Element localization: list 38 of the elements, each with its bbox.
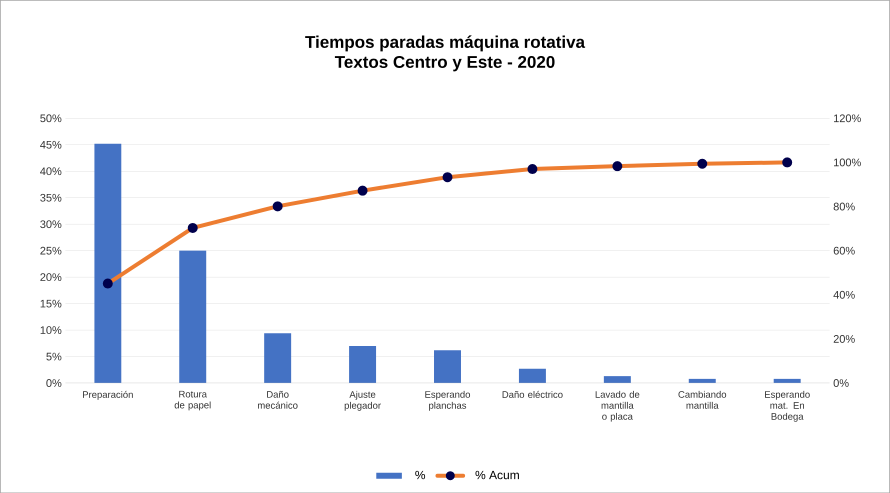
chart-title: Tiempos paradas máquina rotativa <box>305 35 586 52</box>
x-tick-label: Rotura de papel <box>174 390 211 410</box>
y-tick-label: 45% <box>40 140 62 148</box>
y2-tick-label: 0% <box>834 379 849 387</box>
y2-tick-label: 40% <box>833 290 855 299</box>
x-tick-label: Preparación <box>83 390 133 400</box>
x-tick-label: Daño eléctrico <box>502 390 563 398</box>
bar <box>434 350 461 383</box>
x-tick-label: Lavado de mantilla o placa <box>596 390 640 422</box>
bar <box>518 368 546 383</box>
bar <box>349 346 376 383</box>
x-tick-label: Ajuste plegador <box>344 390 381 411</box>
y-tick-label: 20% <box>40 273 62 281</box>
x-tick-label: Cambiando mantilla <box>678 390 726 409</box>
y-tick-label: 30% <box>40 220 62 228</box>
y2-tick-label: 60% <box>834 246 855 254</box>
y2-tick-label: 120% <box>834 114 861 122</box>
legend-label: % <box>415 470 426 480</box>
y-tick-label: 35% <box>40 194 62 202</box>
y-tick-label: 25% <box>40 246 62 254</box>
x-tick-label: Esperando planchas <box>425 390 470 411</box>
x-tick-label: Daño mecánico <box>258 390 298 409</box>
y2-tick-label: 20% <box>834 334 855 343</box>
y2-tick-label: 100% <box>834 158 861 166</box>
bar <box>264 333 292 383</box>
y2-tick-label: 80% <box>834 202 855 210</box>
y-tick-label: 0% <box>46 379 62 387</box>
bar <box>604 376 631 383</box>
bar <box>94 144 122 383</box>
y-tick-label: 5% <box>46 352 62 360</box>
y-tick-label: 40% <box>40 167 62 175</box>
y-tick-label: 15% <box>40 300 62 308</box>
legend-label: % Acum <box>476 470 519 480</box>
y-tick-label: 50% <box>40 114 62 122</box>
chart-subtitle: Textos Centro y Este - 2020 <box>334 56 555 72</box>
x-tick-label: Esperando mat. En Bodega <box>765 390 810 422</box>
bar <box>179 250 206 383</box>
y-tick-label: 10% <box>40 326 62 334</box>
